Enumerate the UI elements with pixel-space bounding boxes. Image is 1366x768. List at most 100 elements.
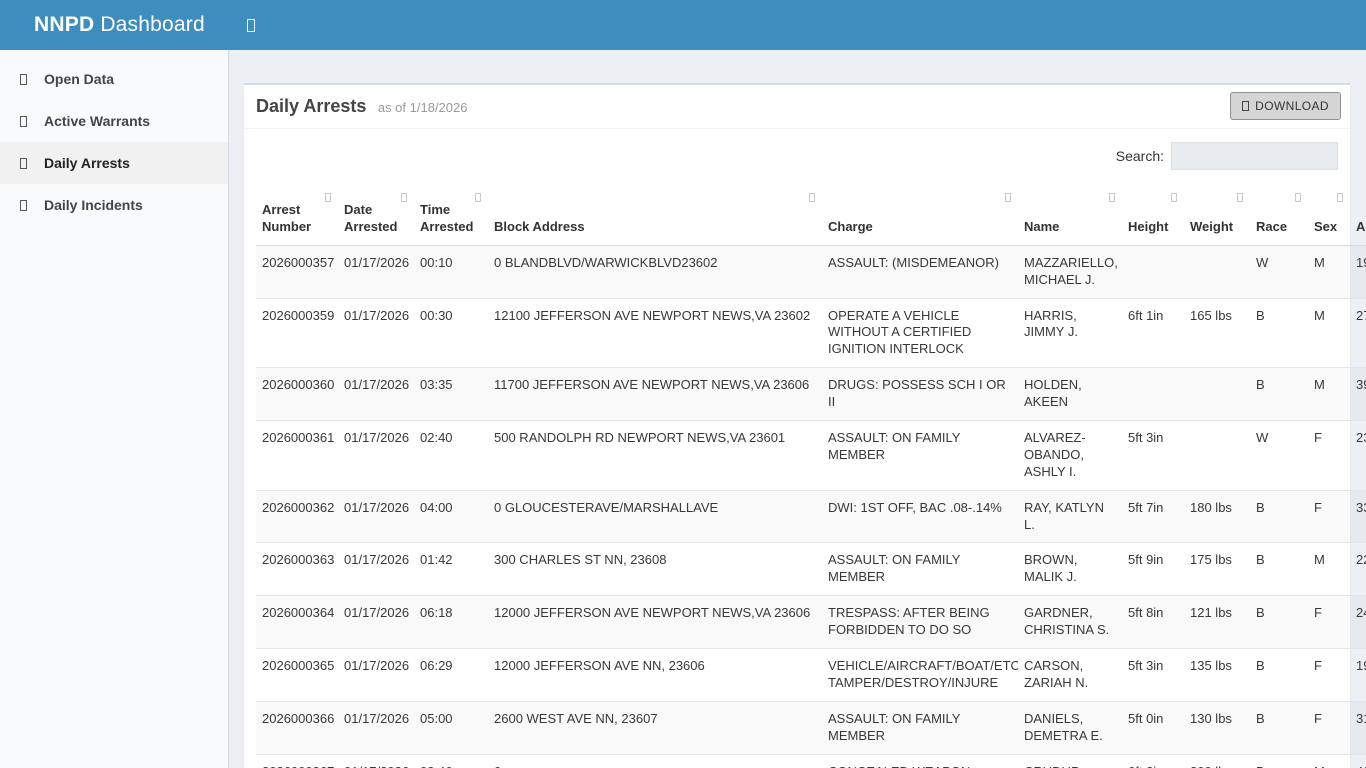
cell-race: B <box>1250 297 1308 368</box>
cell-age: 33 <box>1350 489 1366 543</box>
cell-sex: M <box>1314 254 1325 270</box>
sidebar-item-label: Open Data <box>44 71 115 87</box>
cell-charge: ASSAULT: ON FAMILY MEMBER <box>822 700 1018 755</box>
card-body: Search: Arrest Number Date Arrested Time A… <box>244 129 1366 768</box>
sort-icon <box>401 193 407 202</box>
sort-icon <box>1237 193 1243 202</box>
cell-age: 24 <box>1350 595 1366 649</box>
cell-block-address: 500 RANDOLPH RD NEWPORT NEWS,VA 23601 <box>488 420 822 491</box>
sidebar-item-daily-arrests[interactable]: Daily Arrests <box>0 142 228 184</box>
column-header-label: Race <box>1256 218 1288 234</box>
column-header-weight[interactable]: Weight <box>1184 184 1250 245</box>
cell-race: B <box>1250 595 1308 649</box>
sort-icon <box>809 193 815 202</box>
download-button[interactable]: DOWNLOAD <box>1230 92 1341 120</box>
cell-height: 5ft 9in <box>1122 542 1184 596</box>
cell-name: RAY, KATLYN L. <box>1018 489 1122 543</box>
table-body: 2026000357 01/17/2026 00:10 0 BLANDBLVD/WAR… <box>256 245 1366 768</box>
cell-arrest-number: 2026000359 <box>256 297 338 368</box>
sidebar-item-label: Daily Arrests <box>44 155 130 171</box>
cell-arrest-number: 2026000363 <box>256 542 338 596</box>
sidebar-item-active-warrants[interactable]: Active Warrants <box>0 100 228 142</box>
cell-sex: F <box>1308 648 1350 702</box>
cell-arrest-number: 2026000366 <box>256 700 338 755</box>
cell-time-arrested: 00:10 <box>420 254 453 270</box>
cell-charge: DWI: 1ST OFF, BAC .08-.14% <box>822 489 1018 543</box>
cell-name: DANIELS, DEMETRA E. <box>1018 700 1122 755</box>
search-bar: Search: <box>256 140 1338 170</box>
menu-item-icon <box>20 157 27 169</box>
column-header-charge[interactable]: Charge <box>822 184 1018 245</box>
column-header-block-address[interactable]: Block Address <box>488 184 822 245</box>
download-icon <box>1242 101 1250 111</box>
content-area: Daily Arrests as of 1/18/2026 DOWNLOAD S… <box>229 50 1366 768</box>
cell-height: 6ft 1in <box>1122 297 1184 368</box>
cell-block-address: 0 29THST/HUNTINGTONAVENEWPORTNEWSCITY,23… <box>488 753 822 768</box>
sidebar-item-open-data[interactable]: Open Data <box>0 58 228 100</box>
cell-race: B <box>1250 367 1308 421</box>
download-label: DOWNLOAD <box>1255 99 1329 113</box>
sidebar-item-label: Active Warrants <box>44 113 151 129</box>
search-input[interactable] <box>1171 142 1338 170</box>
cell-charge: DRUGS: POSSESS SCH I OR II <box>822 367 1018 421</box>
table-row: 2026000362 01/17/2026 04:00 0 GLOUCESTERAVE… <box>256 489 1366 543</box>
cell-weight <box>1184 367 1250 421</box>
cell-time-arrested: 08:46 <box>414 753 488 768</box>
column-header-date-arrested[interactable]: Date Arrested <box>338 184 414 245</box>
cell-weight: 180 lbs <box>1184 489 1250 543</box>
cell-charge: ASSAULT: (MISDEMEANOR) <box>828 254 999 270</box>
cell-height: 6ft 2in <box>1122 753 1184 768</box>
cell-date-arrested: 01/17/2026 <box>338 648 414 702</box>
cell-name: MAZZARIELLO, MICHAEL J. <box>1024 254 1118 287</box>
table-row: 2026000366 01/17/2026 05:00 2600 WEST AVE N… <box>256 700 1366 755</box>
sort-icon <box>1337 193 1343 202</box>
column-header-label: Arrest Number <box>262 202 312 234</box>
column-header-race[interactable]: Race <box>1250 184 1308 245</box>
cell-arrest-number: 2026000365 <box>256 648 338 702</box>
cell-arrest-number: 2026000364 <box>256 595 338 649</box>
column-header-name[interactable]: Name <box>1018 184 1122 245</box>
cell-weight: 200 lbs <box>1184 753 1250 768</box>
cell-time-arrested: 03:35 <box>414 367 488 421</box>
column-header-label: Block Address <box>494 218 585 234</box>
cell-sex: F <box>1308 420 1350 491</box>
sort-icon <box>1109 193 1115 202</box>
column-header-height[interactable]: Height <box>1122 184 1184 245</box>
cell-arrest-number: 2026000357 <box>262 254 335 270</box>
cell-race: B <box>1250 648 1308 702</box>
cell-charge: ASSAULT: ON FAMILY MEMBER <box>822 542 1018 596</box>
sidebar-item-daily-incidents[interactable]: Daily Incidents <box>0 184 228 226</box>
cell-age: 22 <box>1350 542 1366 596</box>
cell-age: 23 <box>1350 420 1366 491</box>
cell-name: HARRIS, JIMMY J. <box>1018 297 1122 368</box>
column-header-time-arrested[interactable]: Time Arrested <box>414 184 488 245</box>
cell-weight: 130 lbs <box>1184 700 1250 755</box>
card-header: Daily Arrests as of 1/18/2026 DOWNLOAD <box>244 85 1350 129</box>
column-header-age[interactable]: Age <box>1350 184 1366 245</box>
cell-arrest-number: 2026000362 <box>256 489 338 543</box>
cell-arrest-number: 2026000361 <box>256 420 338 491</box>
daily-arrests-card: Daily Arrests as of 1/18/2026 DOWNLOAD S… <box>244 83 1366 768</box>
cell-date-arrested: 01/17/2026 <box>344 254 410 270</box>
column-header-label: Time Arrested <box>420 202 474 234</box>
cell-arrest-number: 2026000360 <box>256 367 338 421</box>
cell-time-arrested: 04:00 <box>414 489 488 543</box>
app-brand: NNPD Dashboard <box>0 0 229 50</box>
cell-height: 5ft 7in <box>1122 489 1184 543</box>
cell-block-address: 0 BLANDBLVD/WARWICKBLVD23602 <box>494 254 718 270</box>
cell-height: 5ft 3in <box>1122 648 1184 702</box>
sidebar-toggle-button[interactable] <box>229 0 273 50</box>
cell-sex: F <box>1308 595 1350 649</box>
column-header-sex[interactable]: Sex <box>1308 184 1350 245</box>
column-header-arrest-number[interactable]: Arrest Number <box>256 184 338 245</box>
cell-name: CRUDUP, BRANDON R. <box>1018 753 1122 768</box>
table-row: 2026000359 01/17/2026 00:30 12100 JEFFERSON… <box>256 297 1366 368</box>
cell-block-address: 300 CHARLES ST NN, 23608 <box>488 542 822 596</box>
column-header-label: Date Arrested <box>344 202 398 234</box>
cell-weight: 165 lbs <box>1184 297 1250 368</box>
menu-item-icon <box>20 73 27 85</box>
sort-icon <box>325 193 331 202</box>
cell-date-arrested: 01/17/2026 <box>338 297 414 368</box>
cell-block-address: 2600 WEST AVE NN, 23607 <box>488 700 822 755</box>
sort-icon <box>475 193 481 202</box>
